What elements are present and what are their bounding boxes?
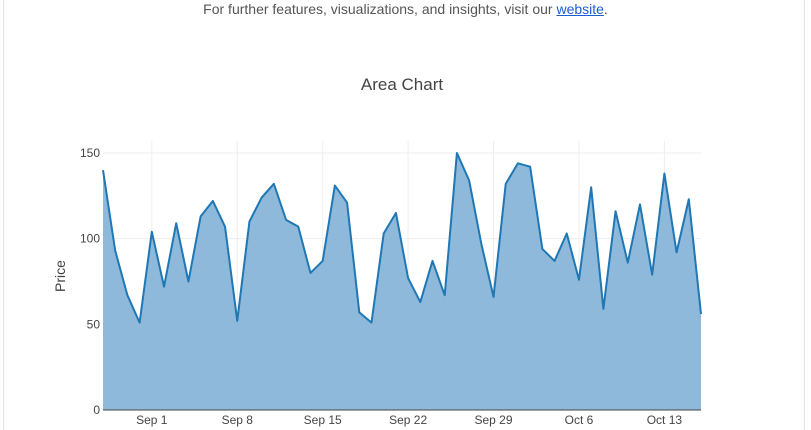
x-tick-labels: Sep 1 Sep 8 Sep 15 Sep 22 Sep 29 Oct 6 Oct 13 — [136, 413, 682, 427]
data-point — [662, 172, 666, 176]
y-tick-label: 100 — [80, 232, 100, 246]
data-point — [199, 214, 203, 218]
data-point — [455, 151, 459, 155]
series-line — [102, 152, 702, 324]
x-tick-label: Sep 29 — [475, 413, 513, 427]
data-point — [406, 276, 410, 280]
data-point — [479, 242, 483, 246]
data-point — [138, 321, 142, 325]
data-point — [687, 197, 691, 201]
x-tick-label: Oct 6 — [565, 413, 594, 427]
data-point — [638, 202, 642, 206]
data-point — [699, 312, 703, 316]
data-point — [614, 209, 618, 213]
data-point — [492, 295, 496, 299]
data-point — [247, 220, 251, 224]
data-point — [467, 178, 471, 182]
data-point — [125, 293, 129, 297]
data-point — [650, 273, 654, 277]
data-point — [186, 280, 190, 284]
x-tick-label: Sep 22 — [389, 413, 427, 427]
data-point — [516, 161, 520, 165]
data-point — [589, 185, 593, 189]
data-point — [540, 247, 544, 251]
info-banner: For further features, visualizations, an… — [0, 1, 811, 17]
data-point — [394, 211, 398, 215]
data-point — [272, 182, 276, 186]
data-point — [345, 201, 349, 205]
data-point — [296, 225, 300, 229]
y-tick-label: 150 — [80, 146, 100, 160]
x-tick-label: Sep 1 — [136, 413, 168, 427]
banner-text-end: . — [603, 1, 608, 17]
data-point — [626, 261, 630, 265]
data-point — [321, 259, 325, 263]
y-axis-title: Price — [52, 260, 68, 292]
website-link[interactable]: website — [556, 1, 604, 17]
banner-text: For further features, visualizations, an… — [203, 1, 557, 17]
data-point — [260, 196, 264, 200]
data-point — [150, 230, 154, 234]
data-point — [308, 271, 312, 275]
data-point — [418, 300, 422, 304]
data-point — [174, 221, 178, 225]
data-point — [162, 285, 166, 289]
area-fill — [103, 153, 701, 410]
data-point — [577, 278, 581, 282]
data-point — [369, 321, 373, 325]
chart-title: Area Chart — [361, 75, 443, 94]
x-tick-label: Sep 15 — [304, 413, 342, 427]
data-point — [382, 232, 386, 236]
data-point — [333, 184, 337, 188]
data-point — [601, 307, 605, 311]
data-point — [284, 218, 288, 222]
y-tick-labels: 0 50 100 150 — [80, 146, 100, 417]
data-point — [565, 232, 569, 236]
data-point — [113, 249, 117, 253]
page-border — [3, 0, 805, 430]
data-point — [357, 310, 361, 314]
x-tick-label: Oct 13 — [647, 413, 683, 427]
y-tick-label: 0 — [93, 403, 100, 417]
x-tick-label: Sep 8 — [222, 413, 254, 427]
data-point — [528, 165, 532, 169]
data-point — [504, 182, 508, 186]
data-point — [235, 319, 239, 323]
data-point — [675, 250, 679, 254]
data-point — [211, 199, 215, 203]
data-point — [431, 259, 435, 263]
data-point — [553, 259, 557, 263]
data-point — [443, 293, 447, 297]
data-point — [223, 225, 227, 229]
data-point — [101, 168, 105, 172]
y-tick-label: 50 — [87, 317, 101, 331]
